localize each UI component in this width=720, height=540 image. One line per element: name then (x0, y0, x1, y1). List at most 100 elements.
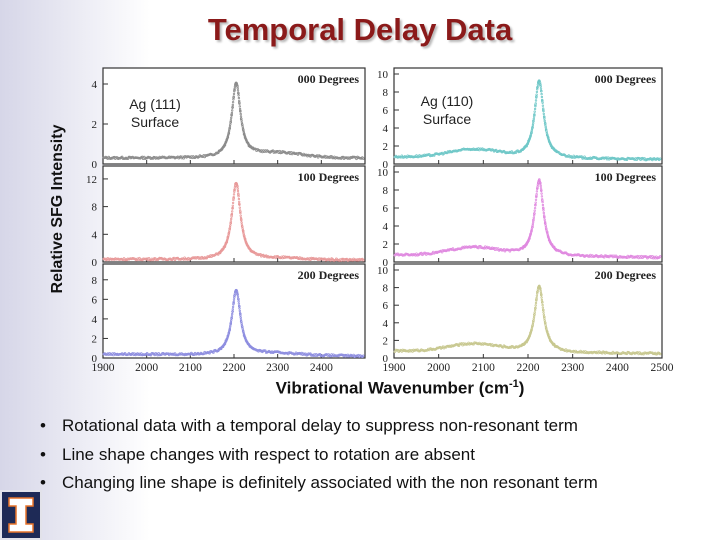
data-point (240, 219, 243, 222)
data-point (533, 311, 536, 314)
ag111-label-line1: Ag (111) (129, 96, 181, 112)
y-tick-label: 8 (92, 275, 98, 287)
data-point (540, 296, 543, 299)
y-tick-label: 6 (383, 300, 389, 312)
data-series (102, 288, 365, 359)
data-point (238, 307, 241, 310)
data-point (658, 157, 662, 161)
data-point (535, 195, 538, 199)
data-point (535, 296, 538, 300)
data-point (236, 89, 240, 92)
data-point (237, 297, 240, 301)
data-point (540, 195, 544, 198)
data-point (650, 351, 653, 355)
data-point (534, 198, 538, 202)
data-point (229, 121, 232, 124)
y-tick-label: 0 (383, 257, 389, 269)
x-tick-label: 2400 (310, 362, 333, 374)
data-point (540, 90, 543, 93)
y-tick-label: 10 (377, 69, 389, 81)
data-point (237, 195, 240, 198)
data-point (233, 90, 236, 93)
data-point (542, 211, 546, 215)
data-point (237, 302, 241, 305)
data-point (539, 289, 542, 293)
data-point (533, 113, 536, 116)
bullet-item: • Rotational data with a temporal delay t… (40, 412, 598, 441)
data-point (229, 123, 232, 126)
data-point (252, 347, 255, 350)
panel-title: 100 Degrees (298, 170, 360, 184)
data-point (355, 157, 358, 161)
data-point (231, 204, 235, 208)
data-point (534, 104, 537, 108)
x-axis-label-main: Vibrational Wavenumber (cm (275, 378, 509, 398)
data-point (229, 217, 233, 221)
y-tick-label: 8 (383, 185, 389, 197)
x-tick-label: 2200 (517, 362, 540, 374)
data-point (236, 86, 239, 90)
data-point (233, 87, 236, 91)
ag110-label-line2: Surface (422, 111, 472, 127)
data-point (542, 313, 546, 316)
data-point (541, 104, 545, 107)
y-tick-label: 10 (377, 265, 389, 277)
data-point (230, 215, 233, 218)
y-tick-label: 2 (383, 239, 389, 251)
x-tick-label: 2200 (223, 362, 246, 374)
data-point (534, 201, 537, 204)
x-axis-label: Vibrational Wavenumber (cm-1) (200, 378, 600, 399)
data-point (204, 256, 208, 260)
data-point (535, 93, 538, 96)
data-point (239, 112, 242, 116)
x-tick-label: 2000 (135, 362, 158, 374)
data-series (393, 79, 662, 162)
data-point (229, 118, 233, 122)
spectrum-panel: 0 4 8 12 100 Degrees (86, 165, 366, 269)
data-point (229, 319, 233, 322)
data-point (236, 189, 240, 193)
y-tick-label: 4 (92, 314, 98, 326)
data-point (506, 151, 510, 155)
data-point (532, 216, 536, 220)
spectrum-panel: 0 2 4 000 Degrees (92, 67, 366, 171)
data-point (239, 211, 242, 215)
data-point (533, 107, 537, 111)
data-point (542, 308, 545, 312)
y-tick-label: 2 (383, 335, 389, 347)
data-point (232, 193, 236, 196)
data-point (230, 210, 234, 213)
panel-title: 200 Degrees (298, 268, 360, 282)
data-point (233, 190, 236, 194)
data-point (238, 105, 242, 108)
data-point (540, 294, 543, 297)
y-tick-label: 0 (383, 353, 389, 365)
panel-title: 100 Degrees (595, 170, 657, 184)
bullet-item: • Line shape changes with respect to rota… (40, 441, 598, 470)
data-point (331, 156, 334, 160)
y-tick-label: 4 (92, 229, 98, 241)
data-point (237, 94, 240, 97)
y-tick-label: 6 (383, 203, 389, 215)
data-point (236, 295, 240, 299)
data-point (361, 157, 365, 160)
panel-title: 000 Degrees (595, 72, 657, 86)
data-point (231, 308, 235, 311)
data-point (532, 218, 535, 222)
data-point (542, 206, 545, 209)
spectrum-panel: 0 2 4 6 8 10 100 Degrees (377, 165, 663, 269)
x-tick-label: 1900 (383, 362, 406, 374)
data-point (535, 96, 538, 99)
data-point (233, 88, 236, 92)
y-tick-label: 8 (92, 202, 98, 214)
data-point (239, 110, 242, 113)
data-series (102, 81, 365, 161)
x-axis-label-end: ) (518, 378, 525, 398)
data-point (229, 224, 232, 227)
data-point (536, 85, 539, 89)
data-point (232, 303, 235, 306)
data-point (542, 110, 545, 113)
data-point (542, 315, 546, 318)
data-point (239, 316, 242, 319)
data-point (653, 158, 657, 161)
